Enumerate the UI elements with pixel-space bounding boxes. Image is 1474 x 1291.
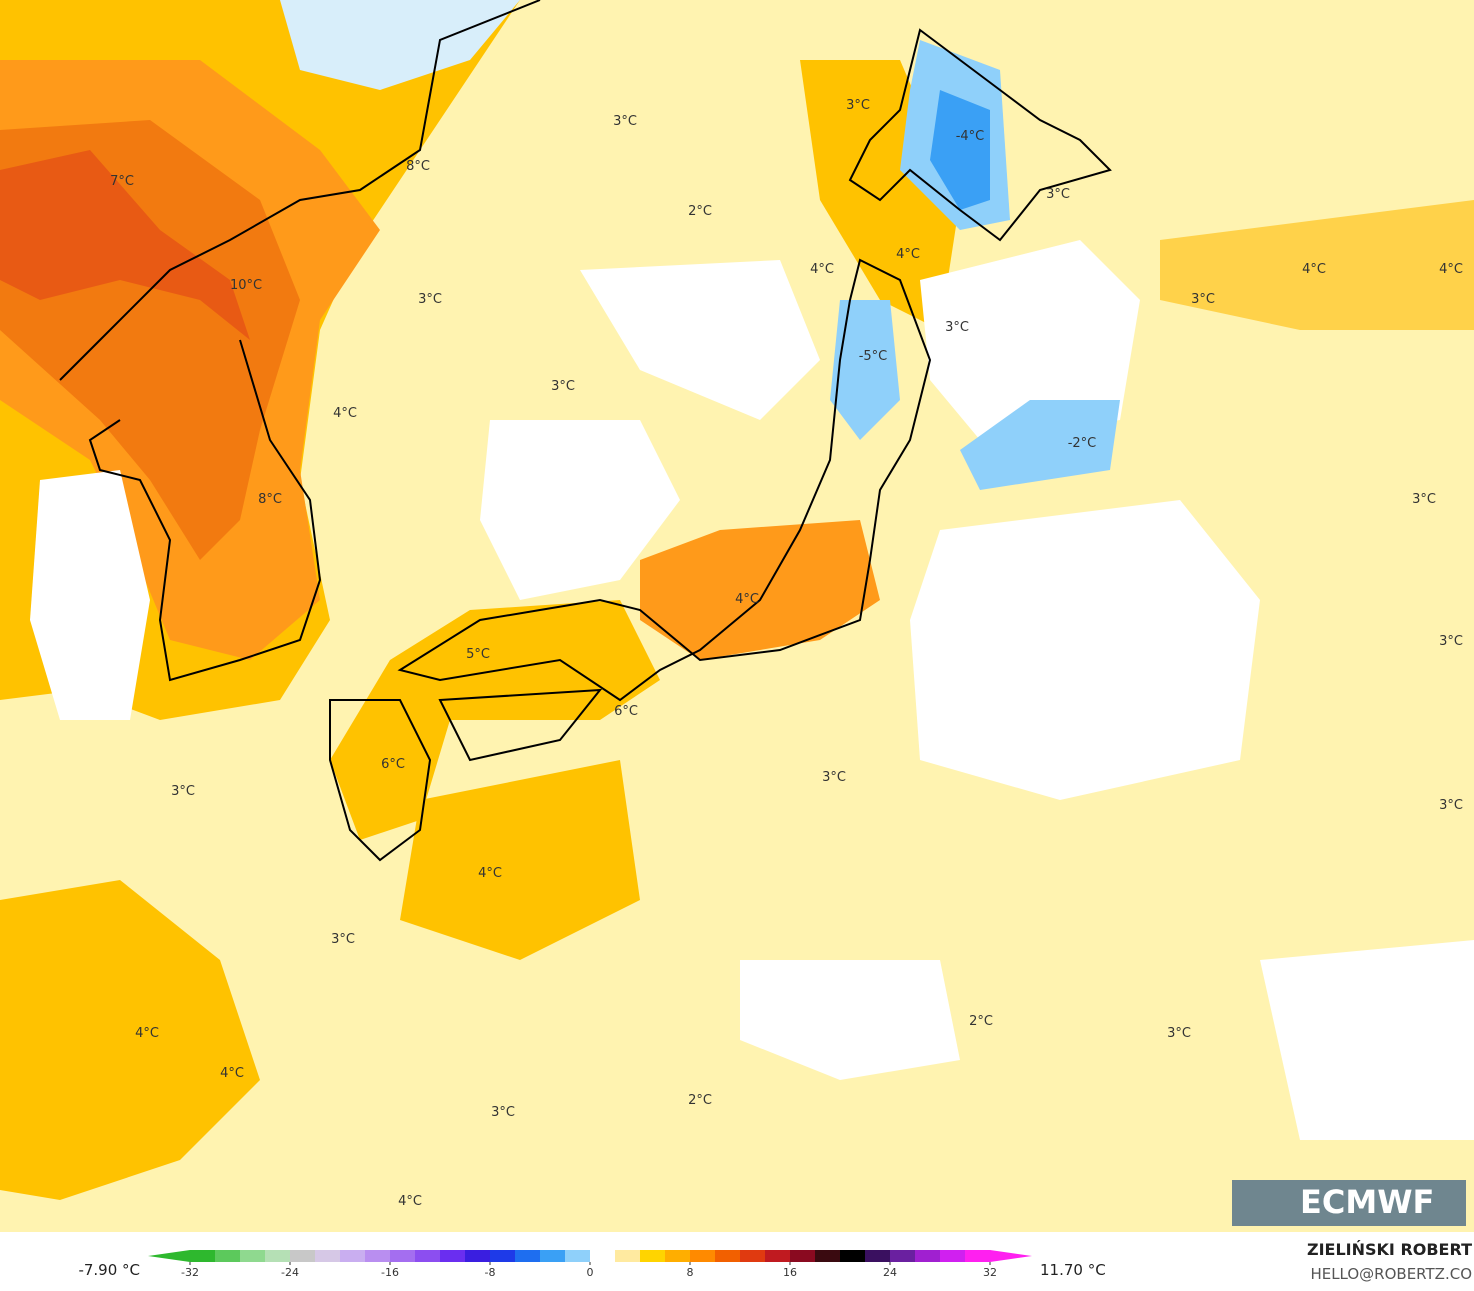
colorbar-swatch bbox=[215, 1250, 241, 1262]
colorbar-tick-label: 8 bbox=[687, 1266, 694, 1279]
temp-label: 8°C bbox=[406, 159, 430, 174]
temp-label: 4°C bbox=[1302, 262, 1326, 277]
temp-label: 3°C bbox=[1412, 492, 1436, 507]
logo: ECMWF bbox=[1300, 1183, 1434, 1221]
temp-label: -5°C bbox=[859, 349, 888, 364]
temp-label: 3°C bbox=[171, 784, 195, 799]
colorbar-swatch bbox=[240, 1250, 266, 1262]
colorbar-tick-label: -32 bbox=[181, 1266, 199, 1279]
temp-label: 2°C bbox=[688, 204, 712, 219]
colorbar-tick-label: 16 bbox=[783, 1266, 797, 1279]
temp-label: 3°C bbox=[418, 292, 442, 307]
colorbar-swatch bbox=[365, 1250, 391, 1262]
temp-label: 3°C bbox=[822, 770, 846, 785]
colorbar-tick-label: -16 bbox=[381, 1266, 399, 1279]
temp-label: 4°C bbox=[135, 1026, 159, 1041]
colorbar-swatch bbox=[515, 1250, 541, 1262]
colorbar-swatch bbox=[940, 1250, 966, 1262]
colorbar-swatch bbox=[415, 1250, 441, 1262]
temp-label: 6°C bbox=[381, 757, 405, 772]
warm-fields bbox=[0, 0, 1474, 1200]
temp-label: 4°C bbox=[478, 866, 502, 881]
colorbar-swatch bbox=[265, 1250, 291, 1262]
temp-label: 10°C bbox=[230, 278, 262, 293]
colorbar-swatch bbox=[665, 1250, 691, 1262]
colorbar-swatch bbox=[840, 1250, 866, 1262]
colorbar-swatch bbox=[190, 1250, 216, 1262]
temp-label: 4°C bbox=[333, 406, 357, 421]
colorbar-swatch bbox=[440, 1250, 466, 1262]
map-labels: 7°C 10°C 8°C 3°C 2°C 3°C -4°C 3°C 4°C 4°C 3°C 3°C 4°… bbox=[110, 98, 1463, 1209]
temp-label: 4°C bbox=[735, 592, 759, 607]
colorbar-swatch bbox=[740, 1250, 766, 1262]
colorbar-low-tip bbox=[148, 1250, 190, 1262]
colorbar-tick-label: 32 bbox=[983, 1266, 997, 1279]
colorbar-swatch bbox=[465, 1250, 491, 1262]
colorbar-swatch bbox=[965, 1250, 991, 1262]
logo-box bbox=[1232, 1180, 1466, 1226]
colorbar-swatch bbox=[340, 1250, 366, 1262]
colorbar-tick-label: -8 bbox=[485, 1266, 496, 1279]
colorbar-tick-label: 24 bbox=[883, 1266, 897, 1279]
temp-label: 3°C bbox=[551, 379, 575, 394]
temp-label: 3°C bbox=[491, 1105, 515, 1120]
colorbar-high-tip bbox=[990, 1250, 1032, 1262]
colorbar-swatch bbox=[540, 1250, 566, 1262]
colorbar-swatch bbox=[890, 1250, 916, 1262]
cool-fields bbox=[30, 0, 1474, 1140]
min-value: -7.90 °C bbox=[78, 1261, 140, 1279]
temp-label: 4°C bbox=[398, 1194, 422, 1209]
colorbar-swatch bbox=[290, 1250, 316, 1262]
colorbar-swatch bbox=[565, 1250, 591, 1262]
temp-label: 3°C bbox=[1439, 634, 1463, 649]
coastlines bbox=[59, 0, 1112, 862]
temp-label: 3°C bbox=[331, 932, 355, 947]
colorbar-swatch bbox=[315, 1250, 341, 1262]
temp-label: 3°C bbox=[1167, 1026, 1191, 1041]
temp-label: 3°C bbox=[945, 320, 969, 335]
max-value: 11.70 °C bbox=[1040, 1261, 1106, 1279]
temp-label: -4°C bbox=[956, 129, 985, 144]
temp-label: 3°C bbox=[1046, 187, 1070, 202]
temp-label: 2°C bbox=[688, 1093, 712, 1108]
temp-label: -2°C bbox=[1068, 436, 1097, 451]
colorbar-swatch bbox=[790, 1250, 816, 1262]
temp-label: 3°C bbox=[613, 114, 637, 129]
colorbar-swatch bbox=[390, 1250, 416, 1262]
temp-label: 3°C bbox=[1191, 292, 1215, 307]
colorbar-tick-label: -24 bbox=[281, 1266, 299, 1279]
colorbar-swatch bbox=[865, 1250, 891, 1262]
colorbar: -32 -24 -16 -8 0 8 16 24 32 bbox=[148, 1250, 1032, 1279]
temp-label: 5°C bbox=[466, 647, 490, 662]
colorbar-swatch bbox=[690, 1250, 716, 1262]
temp-label: 2°C bbox=[969, 1014, 993, 1029]
temp-label: 7°C bbox=[110, 174, 134, 189]
colorbar-swatch bbox=[815, 1250, 841, 1262]
temp-label: 4°C bbox=[810, 262, 834, 277]
colorbar-tick-label: 0 bbox=[587, 1266, 594, 1279]
temp-label: 4°C bbox=[220, 1066, 244, 1081]
colorbar-swatch bbox=[915, 1250, 941, 1262]
colorbar-swatch bbox=[490, 1250, 516, 1262]
temp-label: 3°C bbox=[846, 98, 870, 113]
colorbar-swatch bbox=[590, 1250, 616, 1262]
temp-label: 4°C bbox=[896, 247, 920, 262]
colorbar-swatch bbox=[765, 1250, 791, 1262]
temp-label: 3°C bbox=[1439, 798, 1463, 813]
colorbar-swatch bbox=[640, 1250, 666, 1262]
colorbar-swatch bbox=[615, 1250, 641, 1262]
colorbar-swatch bbox=[715, 1250, 741, 1262]
temp-label: 4°C bbox=[1439, 262, 1463, 277]
temp-label: 8°C bbox=[258, 492, 282, 507]
author: ZIELIŃSKI ROBERT bbox=[1307, 1240, 1472, 1259]
temp-label: 6°C bbox=[614, 704, 638, 719]
email: HELLO@ROBERTZ.CO bbox=[1310, 1265, 1472, 1283]
